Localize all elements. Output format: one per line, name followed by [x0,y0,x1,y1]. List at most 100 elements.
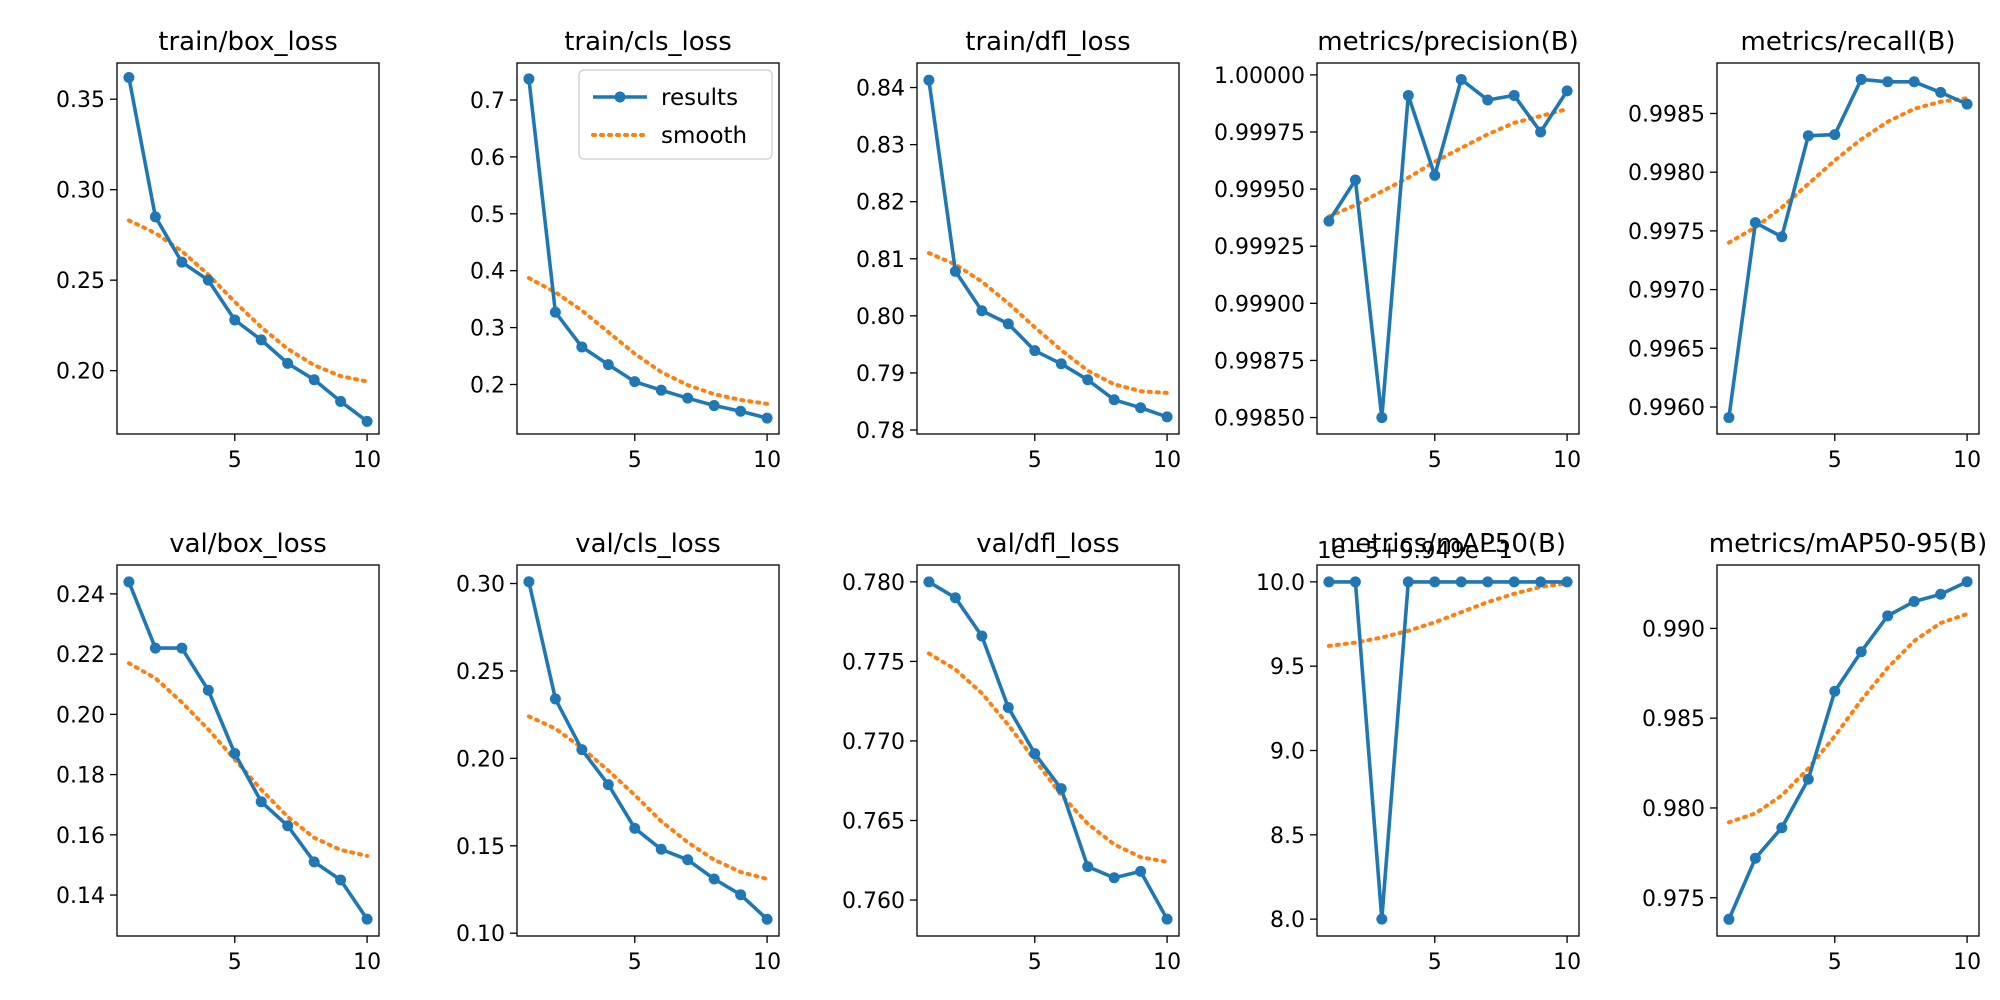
data-point-results [229,314,241,326]
x-tick-label: 10 [753,448,781,473]
y-tick-label: 0.80 [856,305,905,330]
y-tick-label: 0.9975 [1628,220,1705,245]
x-tick-label: 5 [1828,448,1842,473]
axes-frame [1316,564,1580,937]
data-point-results [629,822,641,834]
data-point-results [1908,595,1920,607]
y-tick-label: 0.975 [1642,887,1705,912]
data-point-results [1082,861,1094,873]
data-point-results [1055,358,1067,370]
y-tick-label: 0.9985 [1628,102,1705,127]
data-point-results [123,576,135,588]
data-point-results [202,684,214,696]
data-point-results [1935,86,1947,98]
data-point-results [1349,174,1361,186]
y-tick-label: 0.25 [456,660,505,685]
y-tick-label: 0.24 [56,583,105,608]
data-point-results [523,576,535,588]
y-tick-label: 10.0 [1256,571,1305,596]
data-point-results [202,274,214,286]
data-point-results [1402,576,1414,588]
data-point-results [255,334,267,346]
x-tick-label: 10 [1553,448,1581,473]
data-point-results [1535,126,1547,138]
data-point-results [255,796,267,808]
chart-panel-train-box-loss: train/box_loss 0.20 0.25 0.30 0.35 5 10 [56,27,381,473]
x-tick-label: 10 [1153,448,1181,473]
chart-title: metrics/mAP50-95(B) [1709,529,1988,559]
y-tick-label: 0.985 [1642,707,1705,732]
data-point-results [1482,94,1494,106]
data-point-results [735,405,747,417]
data-point-results [1002,702,1014,714]
y-tick-label: 0.20 [56,703,105,728]
data-point-results [629,376,641,388]
y-tick-label: 0.99925 [1214,235,1305,260]
axes-frame [1316,62,1580,435]
data-point-results [682,392,694,404]
x-tick-label: 5 [228,448,242,473]
data-point-results [1429,169,1441,181]
data-point-results [576,744,588,756]
series-line-results [1727,77,1968,418]
y-tick-label: 1.00000 [1214,64,1305,89]
chart-title: val/box_loss [169,529,327,559]
x-tick-label: 10 [1953,448,1981,473]
data-point-results [1723,412,1735,424]
x-tick-label: 5 [1428,448,1442,473]
series-line-smooth [1726,96,1970,245]
series-line-results [927,79,1168,419]
series-line-smooth [1326,581,1570,648]
data-point-results [1882,76,1894,88]
data-point-results [1776,822,1788,834]
data-point-results [361,415,373,427]
data-point-results [549,306,561,318]
legend: results smooth [578,69,773,160]
series-line-results [927,580,1169,920]
x-tick-label: 5 [1028,950,1042,975]
data-point-results [1749,217,1761,229]
y-tick-label: 0.9980 [1628,161,1705,186]
x-tick-label: 10 [1953,950,1981,975]
data-point-results [308,856,320,868]
data-point-results [308,374,320,386]
y-tick-label: 0.25 [56,269,105,294]
y-tick-label: 0.10 [456,922,505,947]
y-tick-label: 0.770 [842,730,905,755]
x-tick-label: 10 [1153,950,1181,975]
series-line-smooth [126,661,370,858]
data-point-results [708,400,720,412]
data-point-results [149,642,161,654]
x-tick-label: 5 [1028,448,1042,473]
axes-frame [116,564,380,937]
data-point-results [549,693,561,705]
y-tick-label: 0.6 [470,146,505,171]
y-tick-label: 0.9965 [1628,337,1705,362]
y-tick-label: 9.5 [1270,655,1305,680]
y-tick-label: 0.20 [56,360,105,385]
axes-frame [916,62,1180,435]
chart-title: train/dfl_loss [965,27,1130,57]
y-tick-label: 0.18 [56,764,105,789]
chart-title: val/dfl_loss [976,529,1119,559]
y-tick-label: 0.780 [842,571,905,596]
data-point-results [1882,610,1894,622]
data-point-results [1535,576,1547,588]
chart-title: val/cls_loss [575,529,721,559]
data-point-results [1508,89,1520,101]
data-point-results [1029,345,1041,357]
y-tick-label: 0.15 [456,835,505,860]
y-tick-label: 0.9970 [1628,279,1705,304]
data-point-results [761,412,773,424]
chart-panel-train-cls-loss: train/cls_loss 0.2 0.3 0.4 0.5 0.6 0.7 5 10 resul… [470,27,781,473]
y-tick-label: 0.9960 [1628,396,1705,421]
series-line-results [127,77,369,423]
data-point-results [1055,783,1067,795]
data-point-results [1429,576,1441,588]
data-point-results [1829,685,1841,697]
y-tick-label: 0.99850 [1214,407,1305,432]
x-tick-label: 10 [753,950,781,975]
axes-frame [916,564,1180,937]
series-line-smooth [926,251,1170,395]
data-point-results [602,359,614,371]
